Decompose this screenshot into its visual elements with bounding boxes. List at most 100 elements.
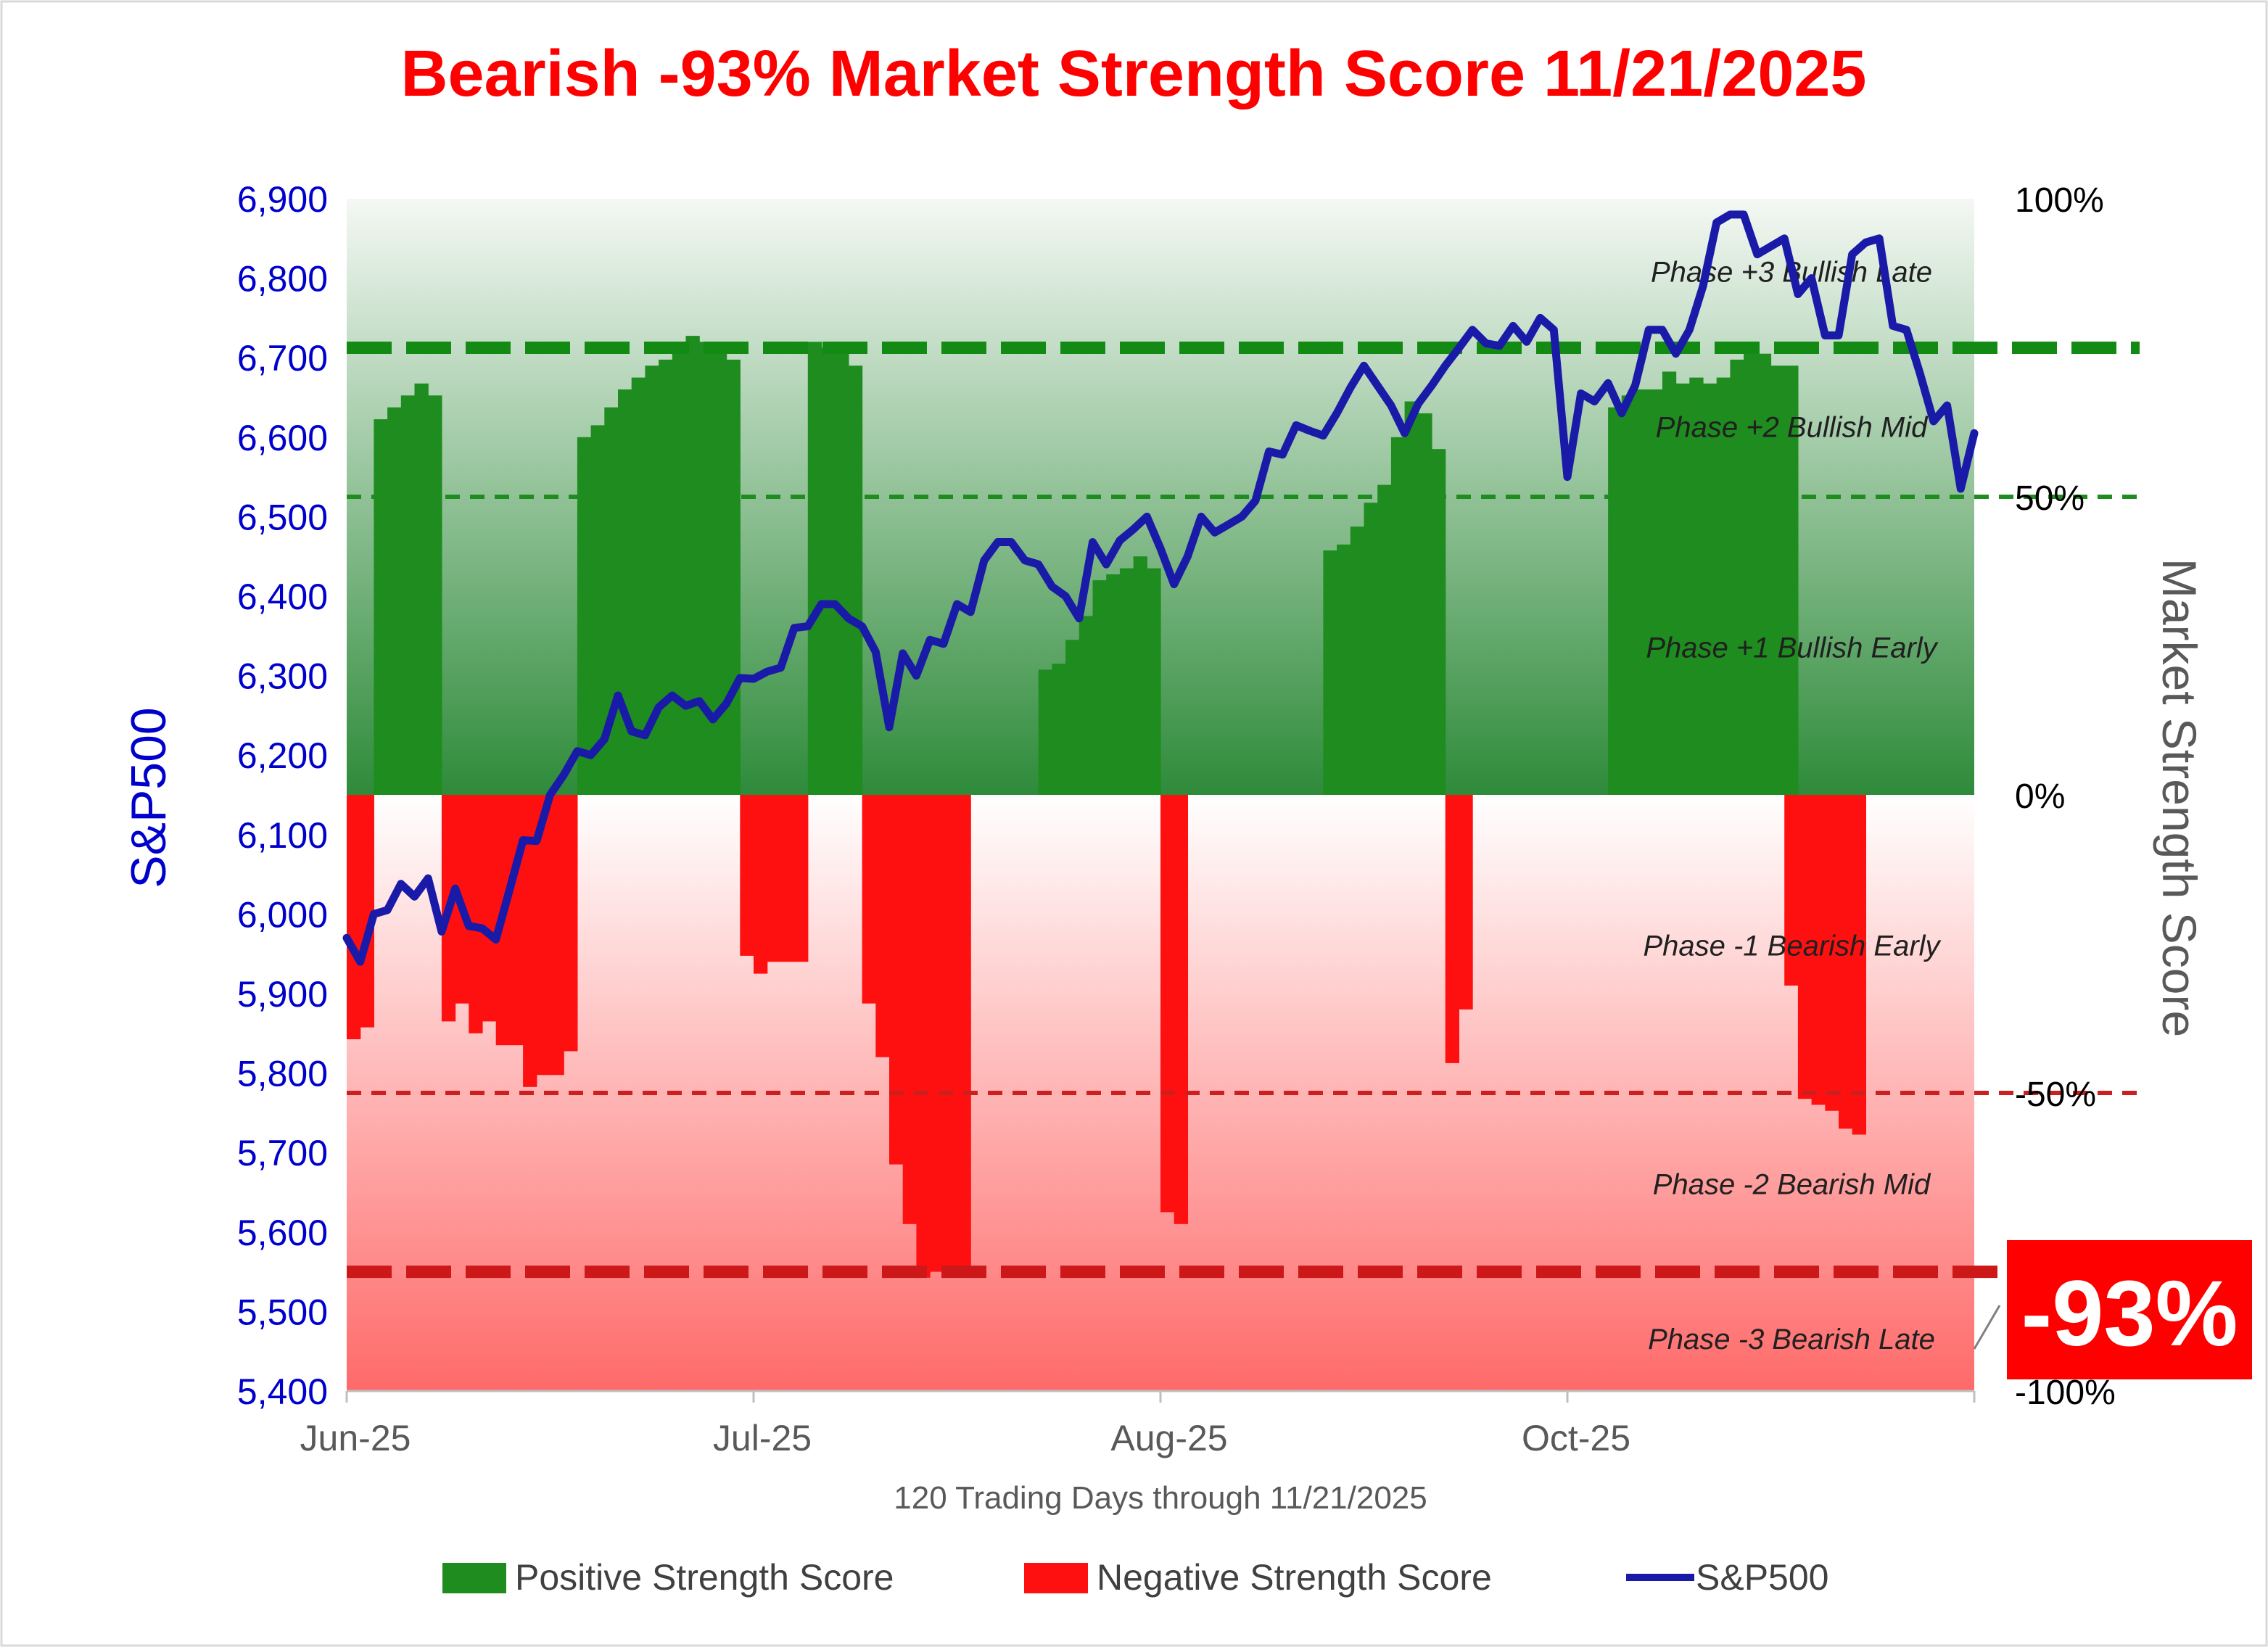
phase-label: Phase -2 Bearish Mid xyxy=(1653,1168,1931,1200)
positive-bar xyxy=(428,395,442,795)
positive-bar xyxy=(1675,383,1690,795)
legend: Positive Strength Score Negative Strengt… xyxy=(442,1557,1828,1598)
positive-bar xyxy=(1689,377,1704,795)
left-axis-tick-label: 6,600 xyxy=(237,418,328,458)
legend-sp500-label: S&P500 xyxy=(1696,1557,1828,1598)
positive-bar xyxy=(821,347,836,795)
negative-bar xyxy=(767,795,781,962)
positive-bar xyxy=(1106,574,1121,795)
left-axis-tick-label: 6,000 xyxy=(237,894,328,935)
phase-label: Phase -1 Bearish Early xyxy=(1643,930,1942,962)
negative-bar xyxy=(469,795,483,1033)
positive-bar xyxy=(807,342,822,795)
positive-bar xyxy=(1649,389,1663,795)
x-axis-tick-labels: Jun-25 Jul-25 Aug-25 Oct-25 xyxy=(300,1418,1630,1458)
phase-label: Phase +2 Bullish Mid xyxy=(1656,411,1929,443)
negative-bar xyxy=(564,795,578,1052)
positive-bar xyxy=(1147,568,1161,795)
negative-bar xyxy=(360,795,374,1028)
x-axis-tick-label: Jun-25 xyxy=(300,1418,411,1458)
left-axis-tick-label: 6,300 xyxy=(237,656,328,697)
negative-bar xyxy=(1811,795,1826,1105)
left-axis-tick-labels: 5,400 5,500 5,600 5,700 5,800 5,900 6,000 6,100… xyxy=(237,179,328,1412)
negative-bar xyxy=(740,795,754,956)
negative-bar xyxy=(1839,795,1853,1129)
negative-bar xyxy=(1825,795,1839,1111)
positive-bar xyxy=(1364,503,1378,795)
negative-bar xyxy=(930,795,944,1272)
x-axis-title: 120 Trading Days through 11/21/2025 xyxy=(894,1480,1427,1516)
positive-bar xyxy=(577,437,592,795)
left-axis-tick-label: 6,900 xyxy=(237,179,328,220)
positive-bar xyxy=(1662,371,1677,795)
threshold-lines xyxy=(347,342,2140,1279)
negative-bar xyxy=(1797,795,1813,1099)
positive-bar xyxy=(631,377,646,795)
positive-bar xyxy=(1377,484,1392,795)
negative-bar xyxy=(482,795,497,1022)
positive-bar xyxy=(659,359,673,795)
x-tick-marks xyxy=(345,1391,1976,1403)
positive-bar xyxy=(1621,395,1636,795)
positive-bar xyxy=(848,366,863,795)
positive-bar xyxy=(1404,401,1419,795)
negative-bar xyxy=(1174,795,1188,1224)
negative-bar xyxy=(916,795,931,1278)
negative-bar xyxy=(536,795,551,1076)
positive-bar xyxy=(699,342,714,795)
right-axis-tick-label: 50% xyxy=(2015,479,2085,518)
left-axis-title: S&P500 xyxy=(121,707,176,888)
right-axis-tick-label: 0% xyxy=(2015,777,2065,816)
x-axis-tick-label: Aug-25 xyxy=(1110,1418,1227,1458)
negative-bar xyxy=(780,795,795,962)
phase-label: Phase -3 Bearish Late xyxy=(1648,1324,1935,1355)
left-axis-tick-label: 5,800 xyxy=(237,1054,328,1094)
positive-bar xyxy=(374,419,388,795)
left-axis-tick-label: 5,500 xyxy=(237,1292,328,1332)
positive-bar xyxy=(590,425,605,795)
right-axis-tick-labels: -100% -50% 0% 50% 100% xyxy=(2015,181,2116,1412)
left-axis-tick-label: 6,700 xyxy=(237,338,328,379)
positive-bar xyxy=(1703,383,1718,795)
negative-bar xyxy=(1445,795,1459,1063)
negative-bar xyxy=(523,795,537,1087)
positive-bar xyxy=(400,395,416,795)
sp500-line xyxy=(342,210,1979,966)
positive-bar xyxy=(1432,449,1446,795)
badge-leader-line xyxy=(1973,1305,2001,1350)
positive-bar xyxy=(1092,580,1107,795)
legend-positive-swatch xyxy=(442,1563,506,1593)
legend-negative-label: Negative Strength Score xyxy=(1097,1557,1492,1598)
positive-bar xyxy=(1119,568,1134,795)
positive-bar xyxy=(672,342,687,795)
negative-bar xyxy=(957,795,971,1272)
left-axis-tick-label: 5,600 xyxy=(237,1213,328,1253)
negative-bar xyxy=(347,795,361,1039)
positive-bar xyxy=(1065,640,1080,795)
x-axis-tick-label: Oct-25 xyxy=(1522,1418,1630,1458)
positive-bar xyxy=(1784,366,1799,795)
right-axis-tick-label: -100% xyxy=(2015,1374,2116,1412)
negative-bar xyxy=(1852,795,1866,1135)
negative-bar xyxy=(889,795,904,1165)
left-axis-tick-label: 6,100 xyxy=(237,815,328,856)
positive-bar xyxy=(1716,377,1731,795)
negative-bar xyxy=(1459,795,1473,1010)
negative-bar xyxy=(1160,795,1175,1213)
positive-bar xyxy=(1052,664,1066,795)
positive-bar xyxy=(1757,353,1772,795)
positive-bar xyxy=(1418,413,1432,795)
positive-bar xyxy=(1744,353,1758,795)
positive-bar xyxy=(1730,359,1744,795)
positive-bar xyxy=(1038,669,1052,795)
positive-bar xyxy=(712,342,727,795)
x-axis-tick-label: Jul-25 xyxy=(713,1418,812,1458)
positive-bar xyxy=(1770,366,1785,795)
legend-negative-swatch xyxy=(1024,1563,1088,1593)
left-axis-tick-label: 6,800 xyxy=(237,259,328,300)
negative-bar xyxy=(794,795,809,962)
negative-bar xyxy=(1784,795,1799,986)
right-axis-title: Market Strength Score xyxy=(2153,558,2206,1037)
negative-bar xyxy=(862,795,876,1004)
